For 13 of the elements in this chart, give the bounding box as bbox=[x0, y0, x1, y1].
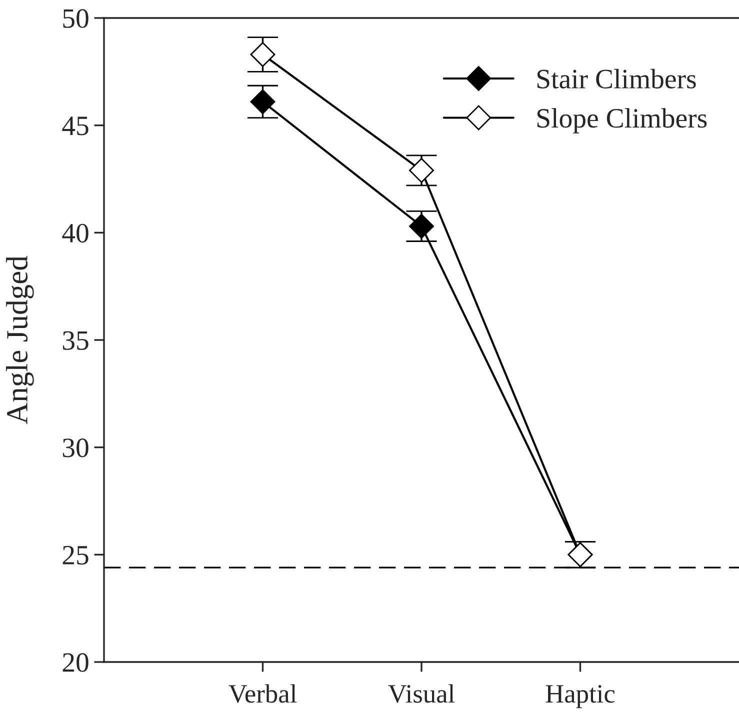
x-tick-label: Visual bbox=[388, 684, 455, 703]
y-tick-label: 30 bbox=[62, 438, 88, 458]
y-tick-label: 35 bbox=[62, 331, 88, 350]
y-tick-label: 20 bbox=[62, 653, 88, 672]
x-tick-label: Verbal bbox=[228, 684, 297, 703]
y-tick-label: 25 bbox=[62, 546, 88, 565]
y-axis-title: Angle Judged bbox=[6, 256, 34, 424]
y-tick-label: 40 bbox=[62, 224, 88, 243]
y-tick-label: 45 bbox=[62, 116, 88, 136]
x-tick-label: Haptic bbox=[546, 685, 615, 708]
legend-label: Stair Climbers bbox=[537, 68, 696, 88]
legend-label: Slope Climbers bbox=[537, 108, 707, 134]
y-tick-label: 50 bbox=[63, 9, 88, 28]
